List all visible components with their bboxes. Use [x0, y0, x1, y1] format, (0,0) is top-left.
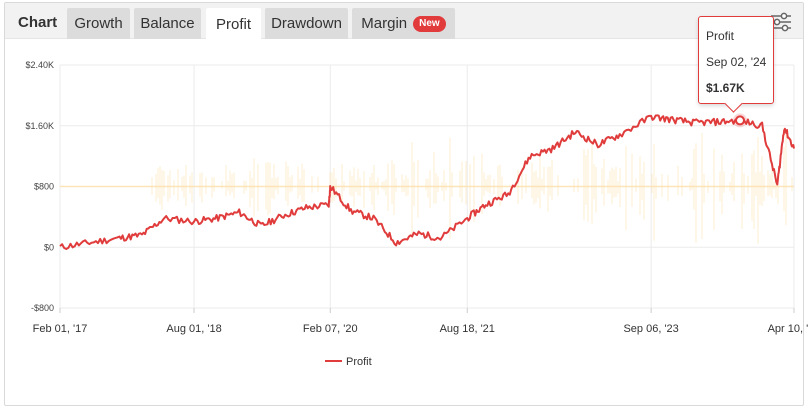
- tooltip-date: Sep 02, '24: [706, 55, 767, 69]
- x-axis: Feb 01, '17 Aug 01, '18 Feb 07, '20 Aug 18,…: [33, 323, 808, 335]
- tab-profit-label: Profit: [215, 15, 251, 33]
- tab-margin-label: Margin: [361, 15, 408, 32]
- tooltip-value: $1.67K: [706, 81, 745, 95]
- tab-balance[interactable]: Balance: [134, 8, 201, 39]
- panel-title: Chart: [18, 14, 58, 31]
- y-tick-label: $0: [44, 242, 54, 252]
- tab-bar: Chart Growth Balance Profit Drawdown Mar…: [5, 3, 803, 40]
- hover-marker: [732, 113, 747, 128]
- x-tick-label: Feb 01, '17: [33, 323, 88, 335]
- y-tick-label: -$800: [31, 303, 54, 313]
- legend-label: Profit: [346, 356, 372, 368]
- hover-point[interactable]: [734, 115, 745, 126]
- series-group: [59, 114, 795, 250]
- tab-margin[interactable]: Margin New: [352, 8, 455, 39]
- tooltip-series: Profit: [706, 29, 735, 43]
- legend[interactable]: Profit: [325, 356, 372, 368]
- tab-growth-label: Growth: [74, 15, 123, 32]
- y-tick-label: $2.40K: [25, 60, 54, 70]
- chart-panel: Chart Growth Balance Profit Drawdown Mar…: [4, 2, 804, 406]
- tooltip: Profit Sep 02, '24 $1.67K: [698, 16, 774, 104]
- sliders-icon[interactable]: [769, 11, 793, 33]
- y-tick-label: $800: [34, 182, 54, 192]
- new-badge: New: [413, 15, 446, 32]
- profit-series-line: [59, 114, 795, 250]
- y-axis: $2.40K $1.60K $800 $0 -$800: [25, 60, 54, 313]
- x-tick-label: Aug 01, '18: [166, 323, 221, 335]
- x-tick-label: Aug 18, '21: [440, 323, 495, 335]
- tab-growth[interactable]: Growth: [67, 8, 130, 39]
- tab-profit[interactable]: Profit: [206, 8, 261, 40]
- x-tick-label: Feb 07, '20: [303, 323, 358, 335]
- volume-bars: [60, 133, 794, 244]
- x-tick-label: Sep 06, '23: [623, 323, 678, 335]
- tab-drawdown[interactable]: Drawdown: [265, 8, 348, 39]
- x-tick-label: Apr 10, '25: [768, 323, 808, 335]
- tab-balance-label: Balance: [140, 15, 195, 32]
- y-tick-label: $1.60K: [25, 121, 54, 131]
- tab-drawdown-label: Drawdown: [271, 15, 342, 32]
